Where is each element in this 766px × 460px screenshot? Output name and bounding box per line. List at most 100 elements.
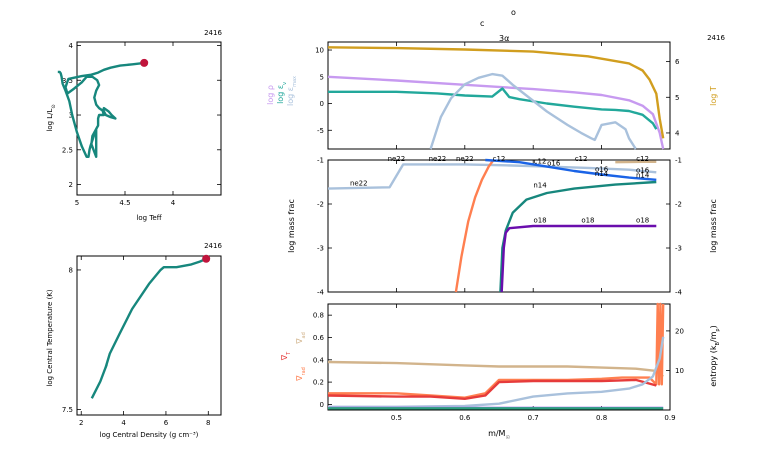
bottom-left-ytick-label: 0.2 <box>313 379 324 387</box>
hr-xtick-label: 4 <box>171 199 176 207</box>
hr-title: 2416 <box>204 29 222 37</box>
top-right-ytick-label: 4 <box>675 129 680 137</box>
bottom-series-grad-T <box>327 378 657 400</box>
header-glyph-o: o <box>511 8 516 17</box>
mid-series-he4 <box>327 163 657 190</box>
mid-label-c12: c12 <box>534 158 547 166</box>
mid-label-o18: o18 <box>581 216 594 224</box>
mid-label-c12: c12 <box>636 155 649 163</box>
hr-current-point <box>140 58 149 67</box>
hr-xtick-label: 5 <box>75 199 79 207</box>
mid-left-ytick-label: -3 <box>317 245 324 253</box>
top-left-ytick-label: 0 <box>320 100 324 108</box>
central-x-label: log Central Density (g cm⁻³) <box>100 431 199 439</box>
mid-ticks: -4 -3 -2 -1 -4 -3 -2 -1 <box>317 157 683 297</box>
mid-left-ytick-label: -2 <box>317 201 324 209</box>
bottom-ticks: 0.5 0.6 0.7 0.8 0.9 0 0.2 0.4 0.6 0.8 10 20 <box>313 304 684 422</box>
hr-ytick-label: 4 <box>69 42 74 50</box>
central-y-label: log Central Temperature (K) <box>46 289 54 386</box>
top-left-ytick-label: 10 <box>315 47 324 55</box>
bottom-xtick-label: 0.7 <box>528 414 539 422</box>
header-title: 3α <box>499 34 509 43</box>
bottom-ylabel-grad-ad: ∇ad <box>295 332 307 345</box>
mid-series-o18 <box>500 224 657 293</box>
top-ylabel-rho: log ρ <box>266 85 275 105</box>
hr-panel: 2416 5 4.5 422.533.54 log Teff log L/L⊙ <box>46 29 222 222</box>
hr-track-line <box>57 61 145 158</box>
mid-label-ne22: ne22 <box>429 155 447 163</box>
mid-label-o16: o16 <box>595 165 609 173</box>
top-series-eps-max <box>429 72 637 150</box>
bottom-left-ytick-label: 0.6 <box>313 334 325 342</box>
top-ylabel-logT: log T <box>709 86 718 106</box>
central-ticks: 2 4 6 8 7.5 8 <box>62 256 211 427</box>
mid-right-ytick-label: -2 <box>675 201 682 209</box>
bottom-xtick-label: 0.6 <box>459 414 471 422</box>
bottom-left-ytick-label: 0.8 <box>313 312 324 320</box>
bottom-series <box>327 302 665 410</box>
mid-label-n14: n14 <box>533 181 547 189</box>
hr-ytick-label: 2 <box>69 181 73 189</box>
mid-label-c12: c12 <box>575 155 588 163</box>
central-current-point <box>202 254 211 263</box>
hr-ticks: 5 4.5 422.533.54 <box>62 42 221 207</box>
bottom-right-ytick-label: 10 <box>675 367 684 375</box>
bottom-xtick-label: 0.5 <box>391 414 402 422</box>
mid-label-ne22: ne22 <box>456 155 474 163</box>
top-left-ytick-label: -5 <box>317 127 324 135</box>
mid-series-n14 <box>499 180 657 293</box>
central-ytick-label: 8 <box>69 266 73 274</box>
mid-label-o16: o16 <box>547 159 561 167</box>
top-series <box>327 46 665 150</box>
header-glyph-c: c <box>480 19 484 28</box>
central-axes-frame <box>76 255 222 416</box>
central-xtick-label: 4 <box>121 419 126 427</box>
mid-series <box>327 158 657 293</box>
bottom-right-ytick-label: 20 <box>675 327 684 335</box>
hr-axes-frame <box>76 41 222 196</box>
mid-label-ne22: ne22 <box>350 180 368 188</box>
mid-left-ytick-label: -4 <box>317 289 325 297</box>
mid-ylabel-left: log mass frac <box>287 199 296 253</box>
top-right-ytick-label: 5 <box>675 94 679 102</box>
bottom-series-entropy <box>328 336 665 408</box>
mid-label-ne22: ne22 <box>388 155 406 163</box>
hr-y-label: log L/L⊙ <box>46 104 57 131</box>
bottom-ylabel-grad-T: ∇T <box>280 351 292 361</box>
bottom-xtick-label: 0.8 <box>596 414 607 422</box>
bottom-axes-frame <box>327 303 671 411</box>
top-panel: 2416 -5 0 5 10 4 5 6 log ρ log εν log εmax log… <box>266 34 725 150</box>
central-xtick-label: 6 <box>164 419 169 427</box>
top-title: 2416 <box>707 34 725 42</box>
mid-right-ytick-label: -1 <box>675 157 682 165</box>
central-track-line <box>90 257 207 399</box>
mid-series-c12 <box>454 159 495 293</box>
bottom-x-label: m/M☉ <box>488 429 510 441</box>
central-title: 2416 <box>204 242 222 250</box>
mid-label-n14: n14 <box>636 172 650 180</box>
hr-ytick-label: 3 <box>69 112 73 120</box>
top-left-axis-labels: log ρ log εν log εmax <box>266 76 298 106</box>
central-ytick-label: 7.5 <box>62 406 73 414</box>
bottom-series-grad-r <box>328 302 665 399</box>
mid-ylabel-right: log mass frac <box>709 199 718 253</box>
mid-label-o16: o16 <box>636 166 650 174</box>
mid-series-o16 <box>485 158 657 181</box>
mid-right-ytick-label: -3 <box>675 245 682 253</box>
top-left-ytick-label: 5 <box>320 73 324 81</box>
bottom-xtick-label: 0.9 <box>664 414 675 422</box>
mid-label-o18: o18 <box>533 216 546 224</box>
hr-x-label: log Teff <box>136 214 161 222</box>
mid-label-c12: c12 <box>493 155 506 163</box>
mid-label-n14: n14 <box>595 170 609 178</box>
mid-panel: -4 -3 -2 -1 -4 -3 -2 -1 ne22 ne22 ne22 ne22 c12 c12 c… <box>287 155 718 297</box>
central-xtick-label: 2 <box>79 419 83 427</box>
central-panel: 2416 2 4 6 8 7.5 8 log Central Density (g cm⁻… <box>46 242 222 439</box>
bottom-left-ytick-label: 0.4 <box>313 356 325 364</box>
bottom-ylabel-entropy: entropy (kB/mp) <box>709 325 721 387</box>
bottom-left-ytick-label: 0 <box>320 401 324 409</box>
mid-right-ytick-label: -4 <box>675 289 683 297</box>
mid-left-ytick-label: -1 <box>317 157 324 165</box>
